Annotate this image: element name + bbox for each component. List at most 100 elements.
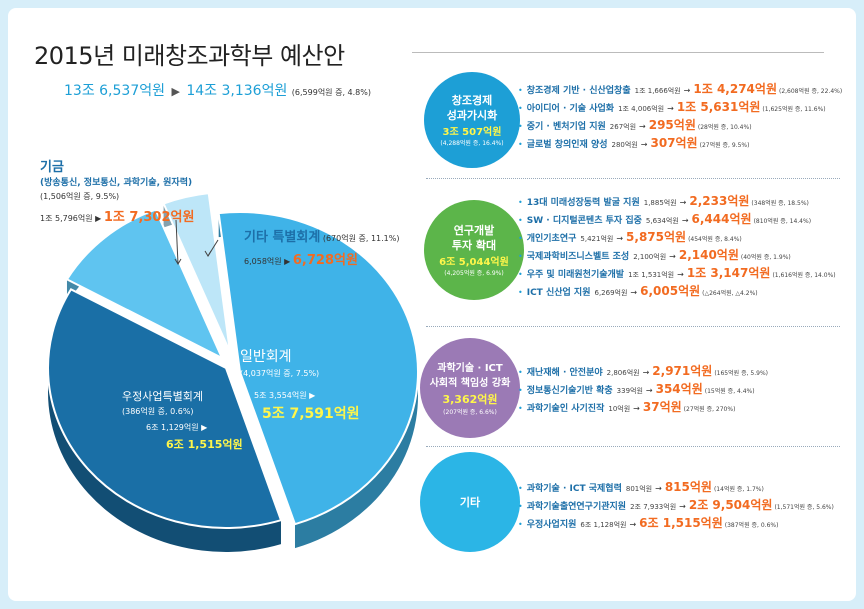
category-name: 과학기술 · ICT <box>437 362 503 374</box>
label-postal: 우정사업특별회계 (386억원 증, 0.6%) <box>122 388 203 417</box>
arrow-right-icon: → <box>683 86 691 95</box>
pie-slice-3 <box>162 192 231 353</box>
budget-item-row: • 정보통신기술기반 확충 339억원 → 354억원 (15억원 증, 4.4%) <box>518 380 768 398</box>
label-postal-values: 6조 1,129억원 ▶ 6조 1,515억원 <box>146 422 243 452</box>
item-amount: 2조 9,504억원 <box>688 498 773 512</box>
bullet-icon: • <box>518 198 523 207</box>
item-note: (454억원 증, 8.4%) <box>688 236 742 243</box>
other-special-change: (670억원 증, 11.1%) <box>322 234 400 243</box>
bullet-icon: • <box>518 122 523 131</box>
category-circle-social: 과학기술 · ICT 사회적 책임성 강화 3,362억원 (207억원 증, … <box>420 338 520 438</box>
item-amount: 295억원 <box>648 118 696 132</box>
item-amount: 37억원 <box>642 400 682 414</box>
section-divider <box>426 178 840 179</box>
fund-sub: (방송통신, 정보통신, 과학기술, 원자력) <box>40 178 193 188</box>
label-fund: 기금 (방송통신, 정보통신, 과학기술, 원자력) (1,506억원 증, 9… <box>40 156 194 225</box>
budget-item-row: • 우정사업지원 6조 1,128억원 → 6조 1,515억원 (387억원 증, 0.… <box>518 514 834 532</box>
budget-change: (6,599억원 증, 4.8%) <box>291 88 371 97</box>
item-note: (1,571억원 증, 5.6%) <box>774 504 834 511</box>
item-note: (348억원 증, 18.5%) <box>751 200 809 207</box>
budget-summary: 13조 6,537억원 ▶ 14조 3,136억원 (6,599억원 증, 4.… <box>64 80 371 100</box>
arrow-right-icon: → <box>629 520 637 529</box>
item-note: (14억원 증, 1.7%) <box>713 486 764 493</box>
arrow-right-icon: → <box>645 386 653 395</box>
page-title: 2015년 미래창조과학부 예산안 <box>34 42 345 70</box>
category-amount: 3조 507억원 <box>442 127 502 138</box>
budget-item-row: • 과학기술 · ICT 국제협력 801억원 → 815억원 (14억원 증, 1.7%… <box>518 478 834 496</box>
item-prev: 267억원 <box>609 123 637 131</box>
other-special-name: 기타 특별회계 <box>244 230 321 245</box>
general-change: (4,037억원 증, 7.5%) <box>240 369 320 378</box>
category-name: 투자 확대 <box>451 239 497 252</box>
item-amount: 1조 4,274억원 <box>693 82 777 96</box>
budget-item-row: • 13대 미래성장동력 발굴 지원 1,885억원 → 2,233억원 (348억원 증… <box>518 192 836 210</box>
bullet-icon: • <box>518 386 523 395</box>
general-value: 5조 7,591억원 <box>262 406 360 422</box>
item-amount: 2,233억원 <box>689 194 750 208</box>
item-name: 13대 미래성장동력 발굴 지원 <box>526 198 640 208</box>
pie-slice-1 <box>47 288 283 529</box>
fund-name: 기금 <box>40 160 64 175</box>
bullet-icon: • <box>518 520 523 529</box>
item-prev: 2,100억원 <box>633 253 667 261</box>
arrow-right-icon: ▶ <box>284 257 291 266</box>
item-prev: 1,885억원 <box>643 199 677 207</box>
general-name: 일반회계 <box>240 349 292 365</box>
item-name: 과학기술인 사기진작 <box>526 404 605 414</box>
arrow-right-icon: ▶ <box>201 423 208 432</box>
item-note: (165억원 증, 5.9%) <box>714 370 768 377</box>
item-name: SW · 디지털콘텐츠 투자 집중 <box>526 216 642 226</box>
item-name: 국제과학비즈니스벨트 조성 <box>526 252 630 262</box>
fund-prev: 1조 5,796억원 <box>40 214 93 223</box>
item-amount: 354억원 <box>655 382 703 396</box>
item-note: (28억원 증, 10.4%) <box>697 124 752 131</box>
postal-change: (386억원 증, 0.6%) <box>122 407 194 416</box>
budget-item-row: • 우주 및 미래원천기술개발 1조 1,531억원 → 1조 3,147억원 (1,61… <box>518 264 836 282</box>
category-name: 사회적 책임성 강화 <box>429 377 511 389</box>
postal-prev: 6조 1,129억원 <box>146 423 199 432</box>
item-list-etc: • 과학기술 · ICT 국제협력 801억원 → 815억원 (14억원 증, 1.7%… <box>518 478 834 532</box>
title-divider <box>412 52 824 53</box>
item-amount: 6,005억원 <box>640 284 701 298</box>
item-name: 과학기술 · ICT 국제협력 <box>526 484 622 494</box>
pie-slice-0 <box>217 211 419 526</box>
item-list-rnd: • 13대 미래성장동력 발굴 지원 1,885억원 → 2,233억원 (348억원 증… <box>518 192 836 300</box>
item-note: (1,616억원 증, 14.0%) <box>772 272 836 279</box>
item-prev: 5,421억원 <box>580 235 614 243</box>
bullet-icon: • <box>518 502 523 511</box>
item-note: (15억원 증, 4.4%) <box>704 388 755 395</box>
item-amount: 6,444억원 <box>691 212 752 226</box>
item-prev: 1조 1,531억원 <box>628 271 675 279</box>
item-prev: 5,634억원 <box>645 217 679 225</box>
fund-change: (1,506억원 증, 9.5%) <box>40 192 120 201</box>
item-name: 중기 · 벤처기업 지원 <box>526 122 606 132</box>
category-name: 기타 <box>459 495 481 509</box>
item-amount: 2,140억원 <box>678 248 739 262</box>
item-prev: 6,269억원 <box>594 289 628 297</box>
budget-item-row: • ICT 신산업 지원 6,269억원 → 6,005억원 (△264억원, △4.2%… <box>518 282 836 300</box>
section-divider <box>426 446 840 447</box>
item-prev: 10억원 <box>608 405 631 413</box>
item-name: 창조경제 기반 · 신산업창출 <box>526 86 631 96</box>
item-amount: 1조 5,631억원 <box>676 100 761 114</box>
fund-value: 1조 7,302억원 <box>103 210 195 225</box>
category-circle-creative-economy: 창조경제 성과가시화 3조 507억원 (4,288억원 증, 16.4%) <box>424 72 520 168</box>
item-list-creative-economy: • 창조경제 기반 · 신산업창출 1조 1,666억원 → 1조 4,274억원 (2,… <box>518 80 842 152</box>
item-note: (△264억원, △4.2%) <box>702 290 758 297</box>
item-name: ICT 신산업 지원 <box>526 288 591 298</box>
arrow-right-icon: → <box>679 502 686 511</box>
arrow-right-icon: → <box>681 216 689 225</box>
other-special-value: 6,728억원 <box>292 253 358 268</box>
bullet-icon: • <box>518 216 523 225</box>
item-amount: 307억원 <box>650 136 698 150</box>
item-prev: 801억원 <box>625 485 653 493</box>
arrow-right-icon: ▶ <box>171 85 180 98</box>
category-name: 창조경제 <box>451 94 493 107</box>
item-prev: 1조 1,666억원 <box>634 87 681 95</box>
item-name: 우정사업지원 <box>526 520 577 530</box>
bullet-icon: • <box>518 234 523 243</box>
item-name: 재난재해 · 안전분야 <box>526 368 603 378</box>
item-note: (40억원 증, 1.9%) <box>740 254 791 261</box>
arrow-down-icon <box>174 258 182 265</box>
